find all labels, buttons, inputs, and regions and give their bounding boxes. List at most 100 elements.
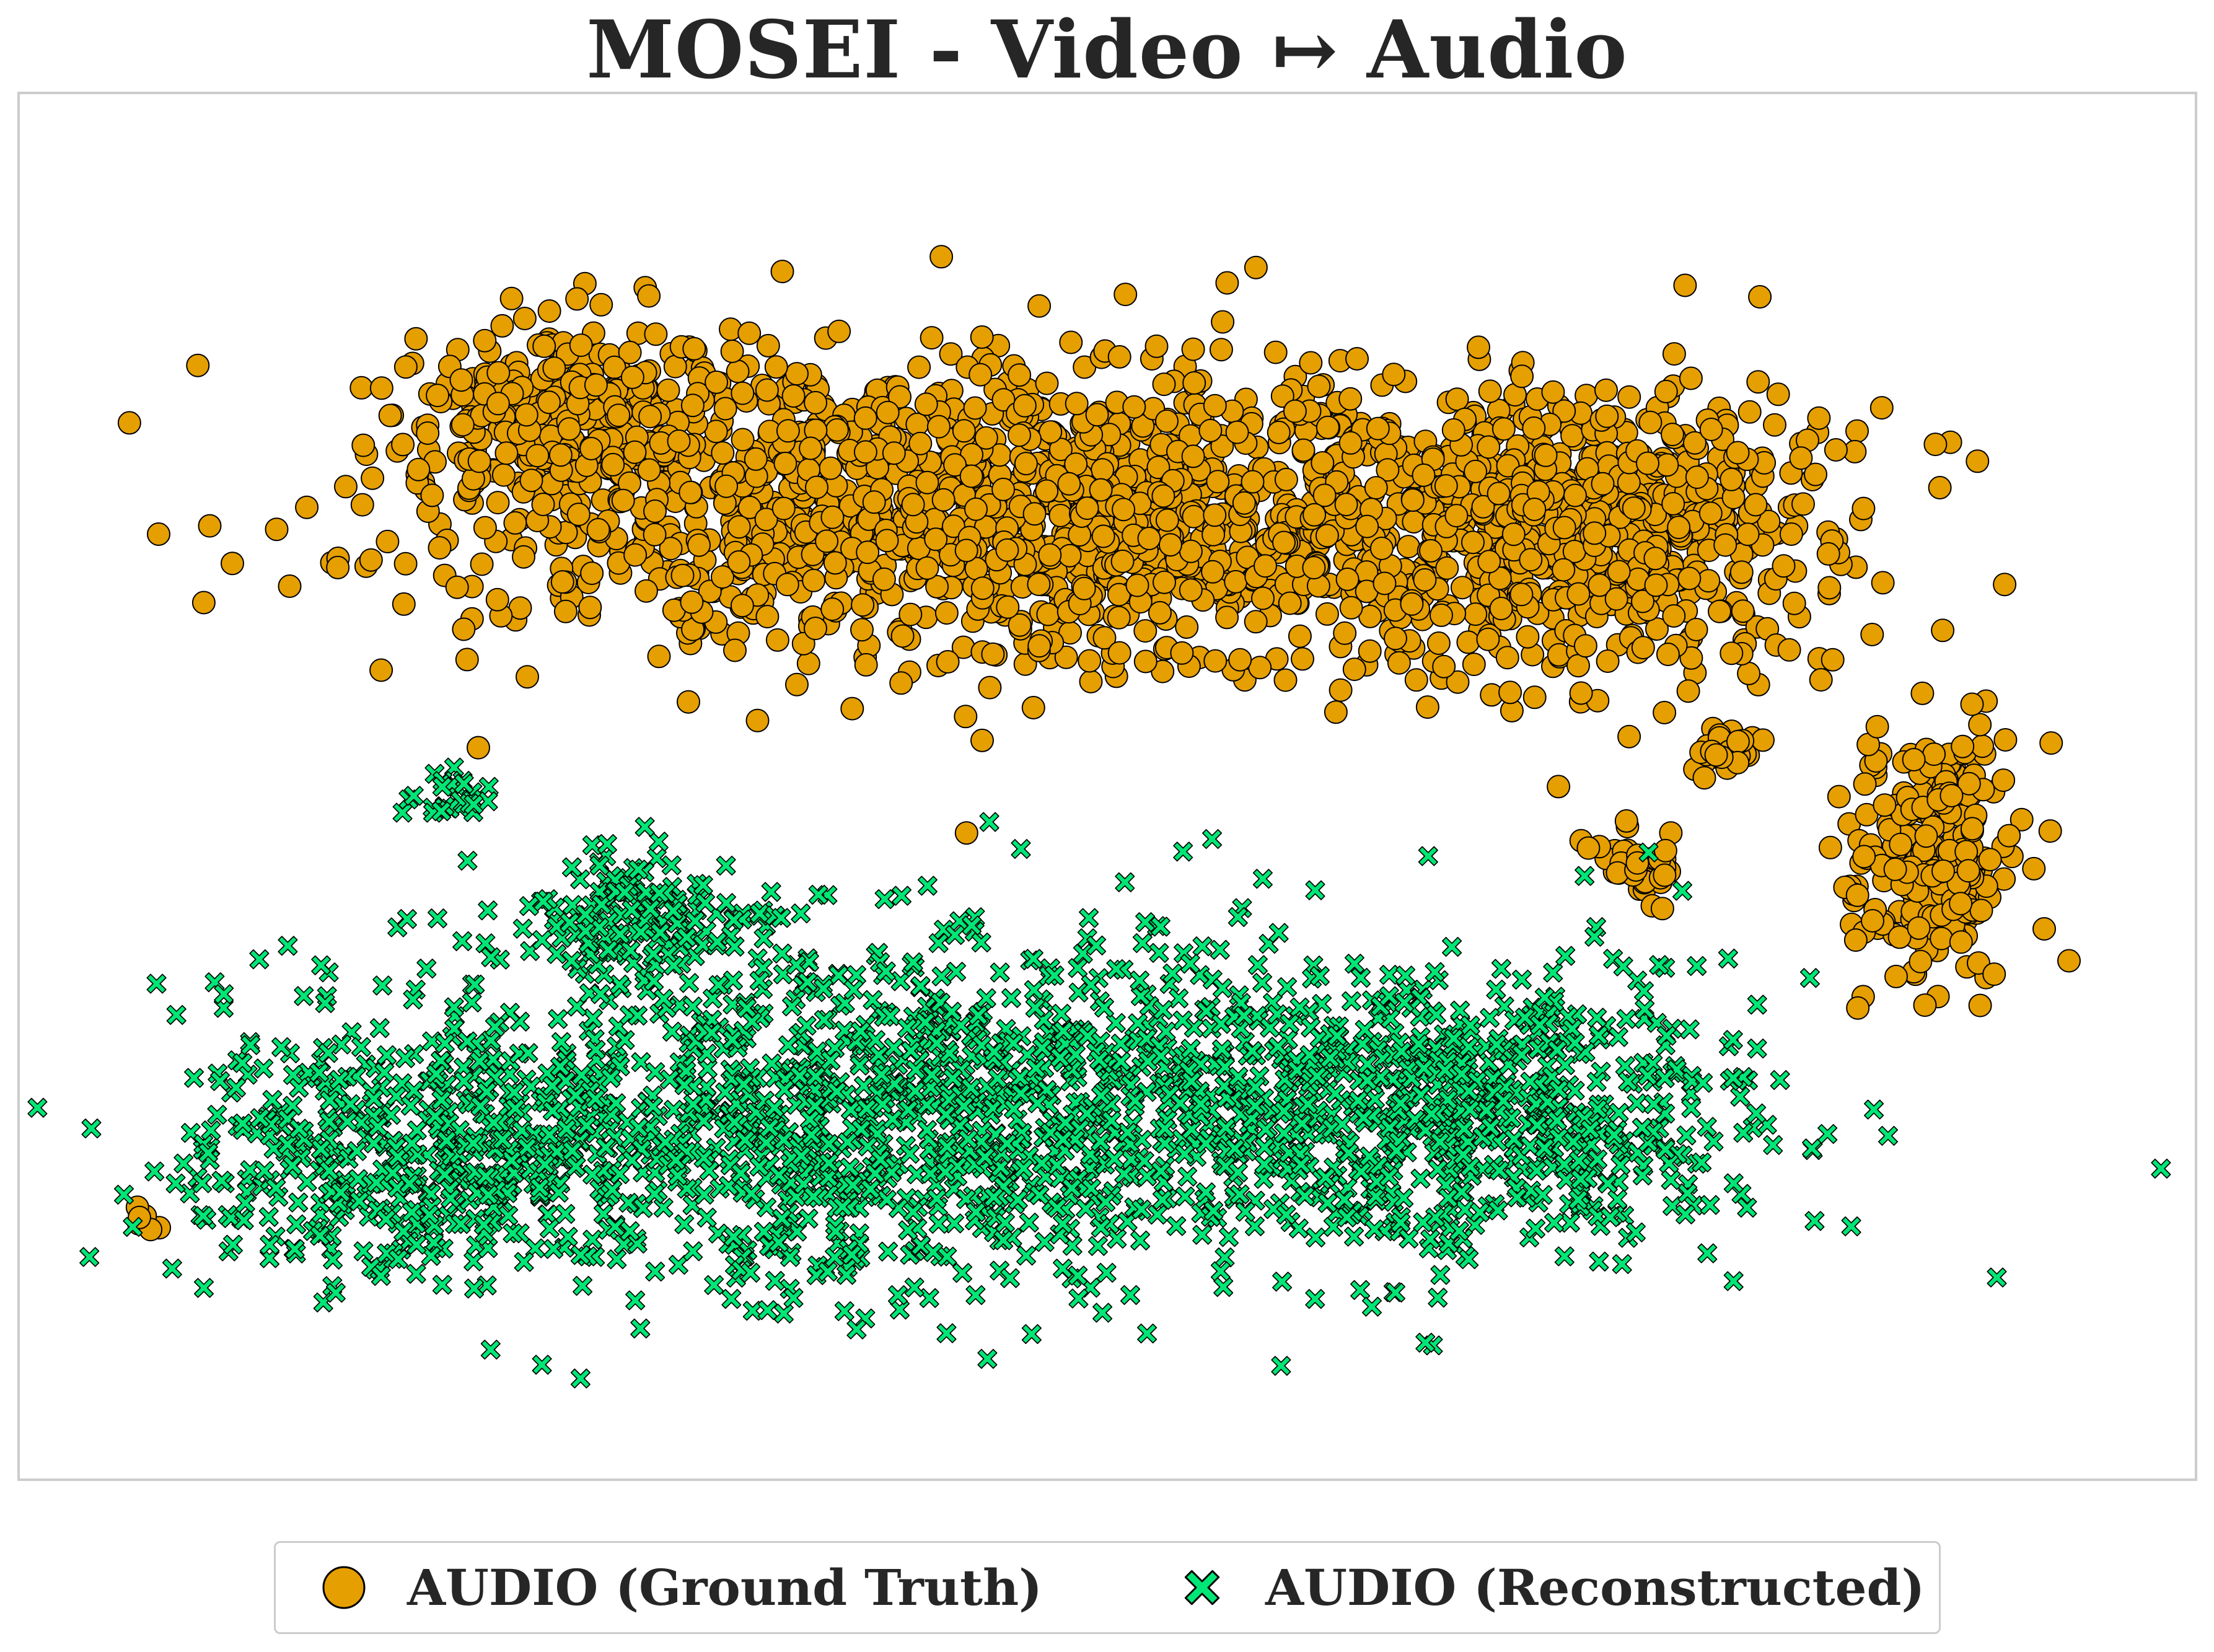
ground-truth-point	[1552, 558, 1576, 582]
ground-truth-point	[1036, 602, 1060, 626]
reconstructed-point	[1747, 995, 1767, 1015]
ground-truth-point	[872, 567, 896, 591]
ground-truth-point	[349, 376, 374, 400]
reconstructed-point	[369, 1018, 390, 1039]
ground-truth-point	[1491, 417, 1516, 441]
ground-truth-point	[578, 595, 602, 620]
ground-truth-point	[378, 403, 402, 428]
reconstructed-point	[1700, 1195, 1720, 1215]
ground-truth-point	[1869, 396, 1894, 420]
ground-truth-point	[1302, 503, 1327, 527]
ground-truth-point	[1907, 916, 1931, 940]
ground-truth-point	[1510, 364, 1534, 389]
ground-truth-point	[376, 529, 400, 553]
ground-truth-point	[1059, 330, 1083, 354]
ground-truth-point	[485, 587, 509, 612]
ground-truth-point	[1498, 680, 1522, 705]
ground-truth-point	[731, 428, 755, 452]
ground-truth-point	[1777, 638, 1801, 662]
ground-truth-point	[920, 326, 944, 350]
reconstructed-point	[1115, 872, 1135, 892]
ground-truth-point	[1662, 604, 1686, 628]
ground-truth-point	[391, 433, 415, 457]
ground-truth-point	[934, 601, 959, 625]
ground-truth-point	[278, 574, 302, 598]
ground-truth-point	[589, 292, 613, 317]
reconstructed-point	[1202, 828, 1223, 850]
ground-truth-point	[796, 651, 820, 675]
reconstructed-point	[249, 949, 270, 970]
ground-truth-point	[1198, 418, 1223, 442]
ground-truth-point	[643, 499, 667, 523]
ground-truth-point	[677, 690, 700, 714]
ground-truth-point	[537, 299, 561, 323]
ground-truth-point	[1434, 474, 1458, 498]
ground-truth-point	[1158, 533, 1182, 557]
ground-truth-point	[1583, 521, 1607, 545]
reconstructed-point	[1019, 1212, 1039, 1233]
ground-truth-point	[1364, 476, 1388, 500]
ground-truth-point	[1865, 714, 1889, 739]
ground-truth-point	[799, 436, 823, 460]
ground-truth-point	[1267, 420, 1291, 444]
reconstructed-point	[1418, 846, 1438, 866]
ground-truth-point	[467, 449, 491, 473]
ground-truth-point	[1824, 438, 1848, 462]
ground-truth-point	[680, 393, 705, 418]
reconstructed-point	[683, 1241, 703, 1262]
ground-truth-point	[1224, 569, 1248, 594]
ground-truth-point	[1720, 641, 1744, 666]
ground-truth-point	[1251, 586, 1275, 610]
reconstructed-point	[452, 931, 473, 951]
reconstructed-point	[1192, 936, 1213, 957]
reconstructed-point	[1770, 1070, 1790, 1090]
ground-truth-point	[473, 516, 497, 540]
ground-truth-point	[1923, 433, 1948, 457]
ground-truth-point	[1014, 452, 1038, 476]
ground-truth-point	[1248, 656, 1272, 680]
reconstructed-point	[1615, 1056, 1635, 1076]
ground-truth-point	[1203, 503, 1227, 527]
reconstructed-point	[1350, 1280, 1371, 1300]
ground-truth-point	[1302, 556, 1326, 580]
ground-truth-point	[1404, 668, 1428, 692]
ground-truth-point	[1667, 516, 1691, 540]
reconstructed-point	[977, 1348, 998, 1369]
reconstructed-point	[674, 1214, 695, 1234]
ground-truth-point	[1110, 549, 1135, 573]
ground-truth-point	[486, 491, 510, 515]
ground-truth-point	[1845, 419, 1869, 443]
ground-truth-point	[1151, 484, 1175, 508]
ground-truth-point	[1038, 543, 1062, 567]
ground-truth-point	[1595, 404, 1619, 428]
reconstructed-point	[1697, 1243, 1718, 1263]
ground-truth-point	[876, 400, 900, 424]
ground-truth-point	[744, 447, 768, 471]
ground-truth-point	[1993, 728, 2018, 752]
reconstructed-point	[1001, 988, 1022, 1008]
ground-truth-point	[1228, 648, 1252, 672]
ground-truth-point	[1152, 372, 1176, 397]
ground-truth-point	[1960, 817, 1984, 841]
ground-truth-point	[929, 245, 954, 269]
ground-truth-point	[1699, 418, 1723, 441]
ground-truth-point	[1541, 380, 1565, 404]
ground-truth-point	[499, 286, 524, 310]
ground-truth-point	[392, 592, 416, 616]
reconstructed-point	[891, 885, 912, 906]
ground-truth-point	[1232, 491, 1256, 515]
ground-truth-point	[1335, 567, 1360, 591]
ground-truth-point	[1662, 342, 1686, 366]
ground-truth-point	[1997, 824, 2021, 848]
reconstructed-point	[1272, 1272, 1293, 1292]
ground-truth-point	[1654, 379, 1678, 403]
reconstructed-point	[1878, 1125, 1899, 1146]
ground-truth-point	[889, 671, 913, 695]
ground-truth-point	[1852, 496, 1876, 521]
reconstructed-point	[294, 986, 314, 1006]
ground-truth-point	[882, 441, 906, 465]
reconstructed-point	[311, 955, 332, 975]
reconstructed-point	[696, 1207, 717, 1228]
ground-truth-point	[1495, 646, 1519, 670]
reconstructed-point	[1305, 1289, 1325, 1309]
